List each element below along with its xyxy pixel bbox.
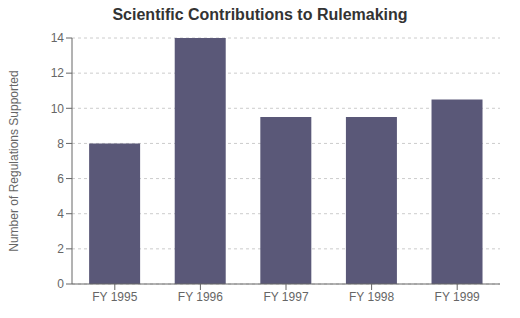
svg-text:4: 4 [57,207,64,221]
svg-text:8: 8 [57,137,64,151]
svg-text:12: 12 [51,66,65,80]
svg-text:6: 6 [57,172,64,186]
svg-text:14: 14 [51,31,65,45]
svg-text:FY 1995: FY 1995 [92,290,137,304]
html-text:Scientific Contributions to Ru: Scientific Contributions to Rulemaking [112,6,408,23]
svg-text:2: 2 [57,242,64,256]
svg-text:FY 1998: FY 1998 [349,290,394,304]
svg-text:FY 1996: FY 1996 [178,290,223,304]
svg-text:FY 1997: FY 1997 [263,290,308,304]
svg-text:10: 10 [51,102,65,116]
svg-text:FY 1999: FY 1999 [435,290,480,304]
svg-text:Number of Regulations Supporte: Number of Regulations Supported [8,70,21,251]
svg-text:0: 0 [57,277,64,291]
